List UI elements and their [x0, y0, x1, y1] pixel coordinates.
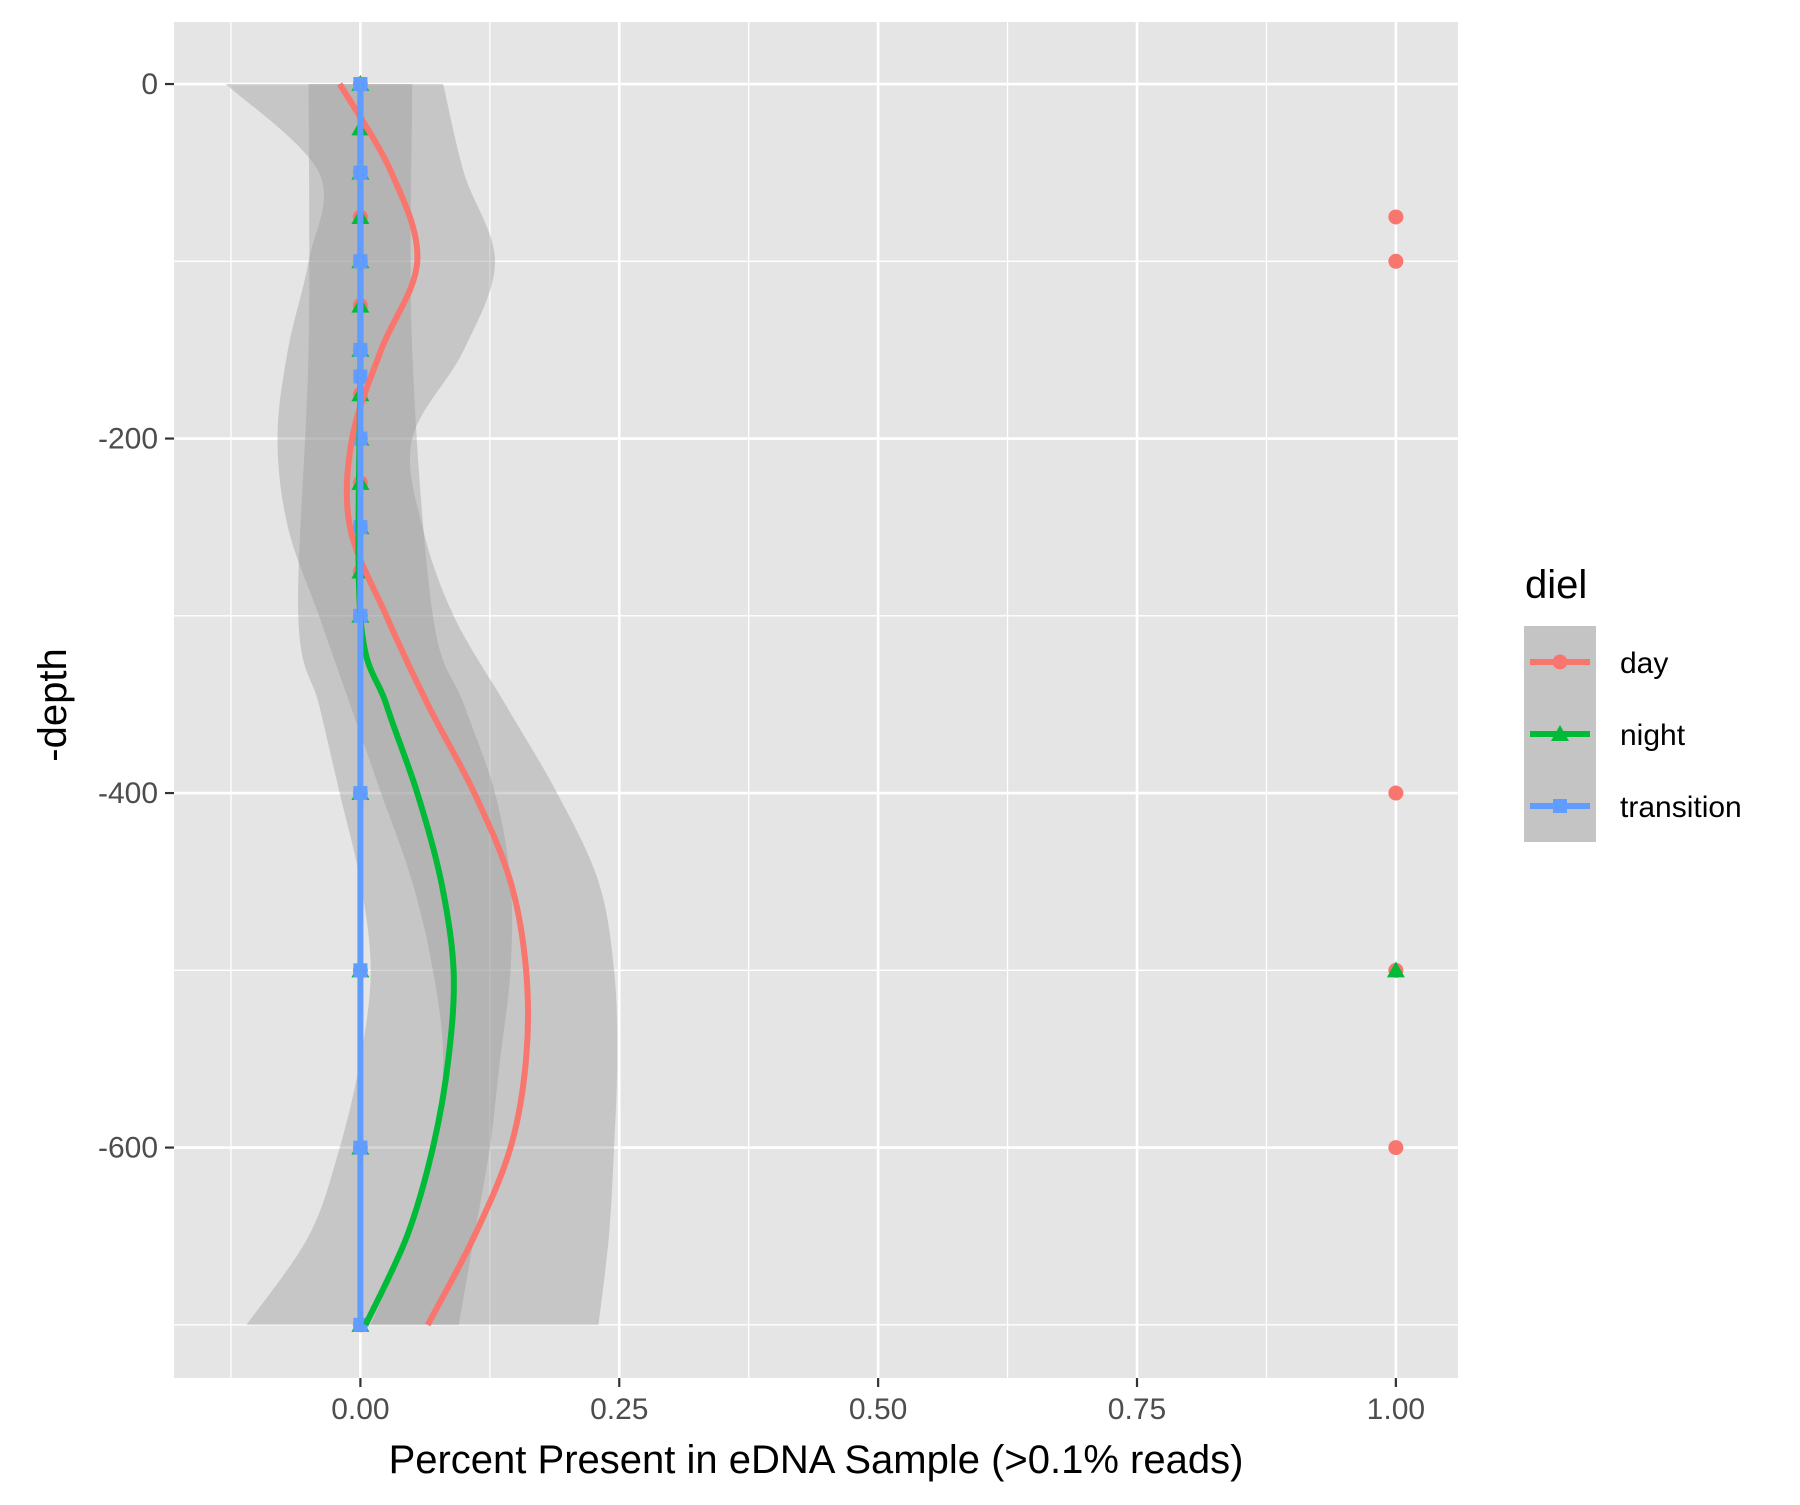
legend-label-night: night	[1620, 719, 1686, 752]
x-tick-label: 1.00	[1367, 1393, 1425, 1426]
y-axis-title: -depth	[31, 648, 75, 761]
point-day	[1388, 209, 1404, 225]
legend-label-transition: transition	[1620, 791, 1742, 824]
point-transition	[353, 1317, 368, 1332]
y-tick-label: 0	[141, 68, 158, 101]
smooth-line-day	[337, 82, 532, 1327]
ribbon-night	[246, 84, 513, 1325]
x-tick-label: 0.00	[331, 1393, 389, 1426]
panel-background	[174, 22, 1458, 1378]
x-tick-label: 0.25	[590, 1393, 648, 1426]
y-tick-label: -400	[98, 777, 158, 810]
y-tick-label: -600	[98, 1132, 158, 1165]
legend-title: diel	[1525, 563, 1587, 607]
y-tick-label: -200	[98, 423, 158, 456]
legend-key-marker-day	[1552, 654, 1568, 670]
confidence-ribbons	[225, 84, 618, 1325]
legend-label-day: day	[1620, 647, 1668, 680]
ribbon-day	[225, 84, 618, 1325]
point-night	[1386, 961, 1405, 978]
smooth-lines	[337, 82, 532, 1327]
x-axis-title: Percent Present in eDNA Sample (>0.1% re…	[389, 1438, 1244, 1482]
legend: diel day night transition	[1524, 563, 1742, 842]
x-tick-label: 0.50	[849, 1393, 907, 1426]
point-day	[1388, 785, 1404, 801]
legend-key-marker-transition	[1553, 799, 1567, 813]
legend-key-marker-night	[1551, 725, 1569, 741]
axes: 0.00 0.25 0.50 0.75 1.00 0 -200 -400 -600	[98, 68, 1425, 1426]
point-day	[1388, 1140, 1404, 1156]
x-tick-label: 0.75	[1108, 1393, 1166, 1426]
point-day	[1388, 253, 1404, 269]
